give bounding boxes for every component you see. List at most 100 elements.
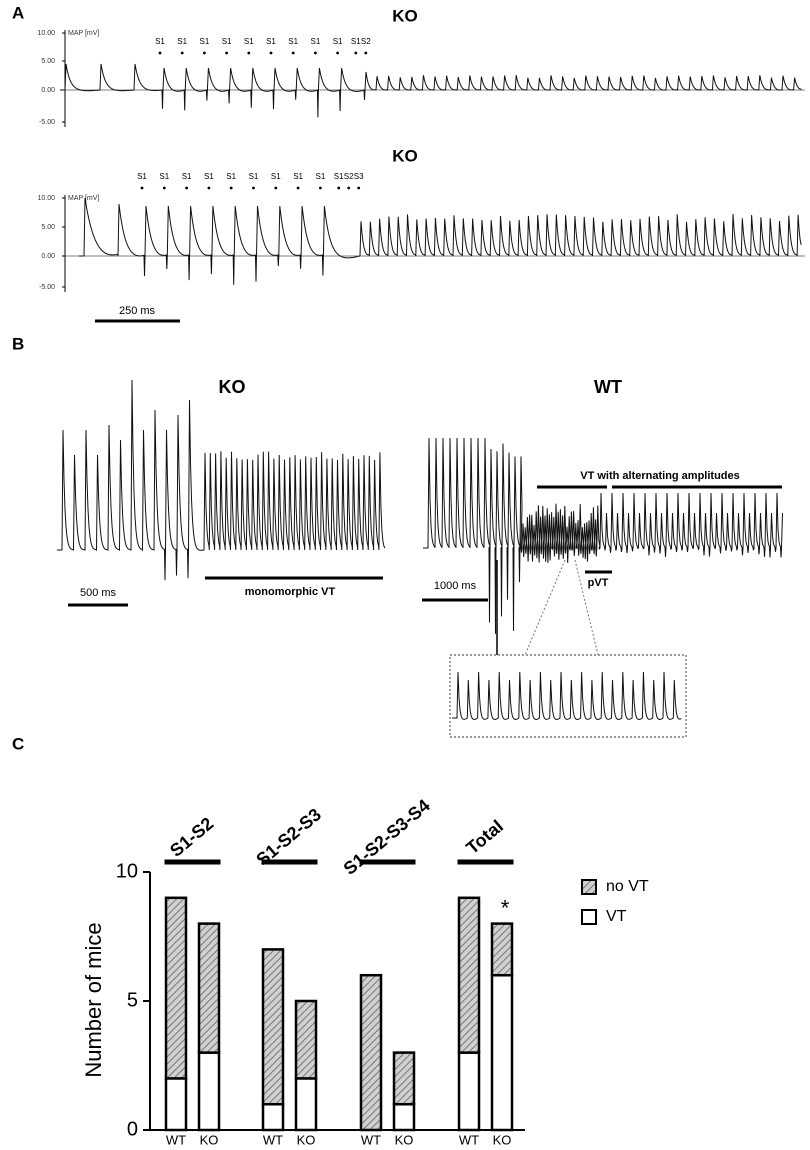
stimulus-dot [185,186,189,190]
stimulus-label: S1 [204,172,214,181]
legend-label: VT [606,908,627,925]
scale-bar-label: 250 ms [119,305,156,317]
group-label: S1-S2 [166,813,217,860]
tick-label: 0.00 [41,87,55,94]
annotation: VT with alternating amplitudes [580,470,740,482]
legend-swatch [581,879,597,895]
stimulus-label: S2 [344,172,354,181]
bar-segment [392,1051,416,1106]
stimulus-label: S2 [361,37,371,46]
bar-segment [261,1102,285,1132]
stimulus-dot [207,186,211,190]
tick-label: 10.00 [37,30,55,37]
stimulus-label: S1 [226,172,236,181]
y-tick-label: 5 [127,989,138,1011]
panel-label: A [12,3,24,22]
trace [57,379,386,581]
bar-segment [197,922,221,1054]
stimulus-label: S1 [271,172,281,181]
stimulus-dot [158,51,162,55]
stimulus-dot [347,186,351,190]
tick-label: 0.00 [41,253,55,260]
trace [60,63,802,118]
bar-segment [359,973,383,1132]
stimulus-label: S1 [293,172,303,181]
stimulus-dot [354,51,358,55]
stimulus-dot [337,186,341,190]
bar-segment [457,1051,481,1132]
stimulus-label: S1 [316,172,326,181]
stimulus-dot [319,186,322,190]
x-tick-label: WT [361,1132,381,1147]
bar-segment [490,973,514,1132]
x-tick-label: WT [459,1132,479,1147]
stimulus-dot [274,186,278,190]
y-tick-label: 0 [127,1118,138,1140]
x-tick-label: WT [166,1132,186,1147]
stimulus-label: S1 [200,37,210,46]
stimulus-label: S1 [137,172,147,181]
y-axis-label: Number of mice [81,922,106,1077]
stimulus-label: S1 [266,37,276,46]
stimulus-label: S1 [334,172,344,181]
stimulus-label: S1 [333,37,343,46]
scale-bar-label: 500 ms [80,587,117,599]
annotation: * [501,895,510,920]
stimulus-dot [296,186,300,190]
stimulus-label: S3 [354,172,364,181]
stimulus-label: S1 [244,37,254,46]
inset-box [449,654,687,738]
panel-label: B [12,334,24,353]
stimulus-dot [291,51,295,55]
stimulus-dot [252,186,255,190]
trace-title: KO [219,377,246,397]
tick-label: 5.00 [41,224,55,231]
bar-segment [164,896,188,1080]
trace [452,671,682,721]
stimulus-dot [229,186,233,190]
stimulus-dot [180,51,184,55]
bar-segment [457,896,481,1054]
trace [79,197,802,285]
stimulus-dot [336,51,339,55]
tick-label: -5.00 [39,119,55,126]
stimulus-dot [357,186,361,190]
stimulus-label: S1 [311,37,321,46]
inset-connector [524,559,566,656]
legend-swatch [581,909,597,925]
stimulus-dot [140,186,144,190]
stimulus-dot [364,51,368,55]
stimulus-dot [247,51,251,55]
stimulus-label: S1 [222,37,232,46]
trace [423,437,783,634]
stimulus-label: S1 [159,172,169,181]
stimulus-label: S1 [182,172,192,181]
y-tick-label: 10 [116,860,138,882]
tick-label: 5.00 [41,58,55,65]
stimulus-dot [269,51,273,55]
stimulus-label: S1 [351,37,361,46]
tick-label: -5.00 [39,284,55,291]
x-tick-label: KO [297,1132,316,1147]
bar-segment [164,1077,188,1132]
x-tick-label: KO [200,1132,219,1147]
bar-segment [197,1051,221,1132]
trace-title: WT [594,377,622,397]
stimulus-label: S1 [177,37,187,46]
trace-title: KO [392,146,418,165]
x-tick-label: KO [493,1132,512,1147]
scale-bar-label: 1000 ms [434,580,477,592]
stimulus-label: S1 [155,37,165,46]
trace-title: KO [392,6,418,25]
bar-segment [261,948,285,1106]
bar-segment [294,1077,318,1132]
stimulus-dot [225,51,229,55]
bar-segment [294,999,318,1080]
legend-label: no VT [606,878,649,895]
stimulus-dot [203,51,206,55]
panel-label: C [12,734,24,753]
inset-connector [574,559,599,656]
bar-segment [392,1102,416,1132]
annotation: monomorphic VT [245,586,336,598]
